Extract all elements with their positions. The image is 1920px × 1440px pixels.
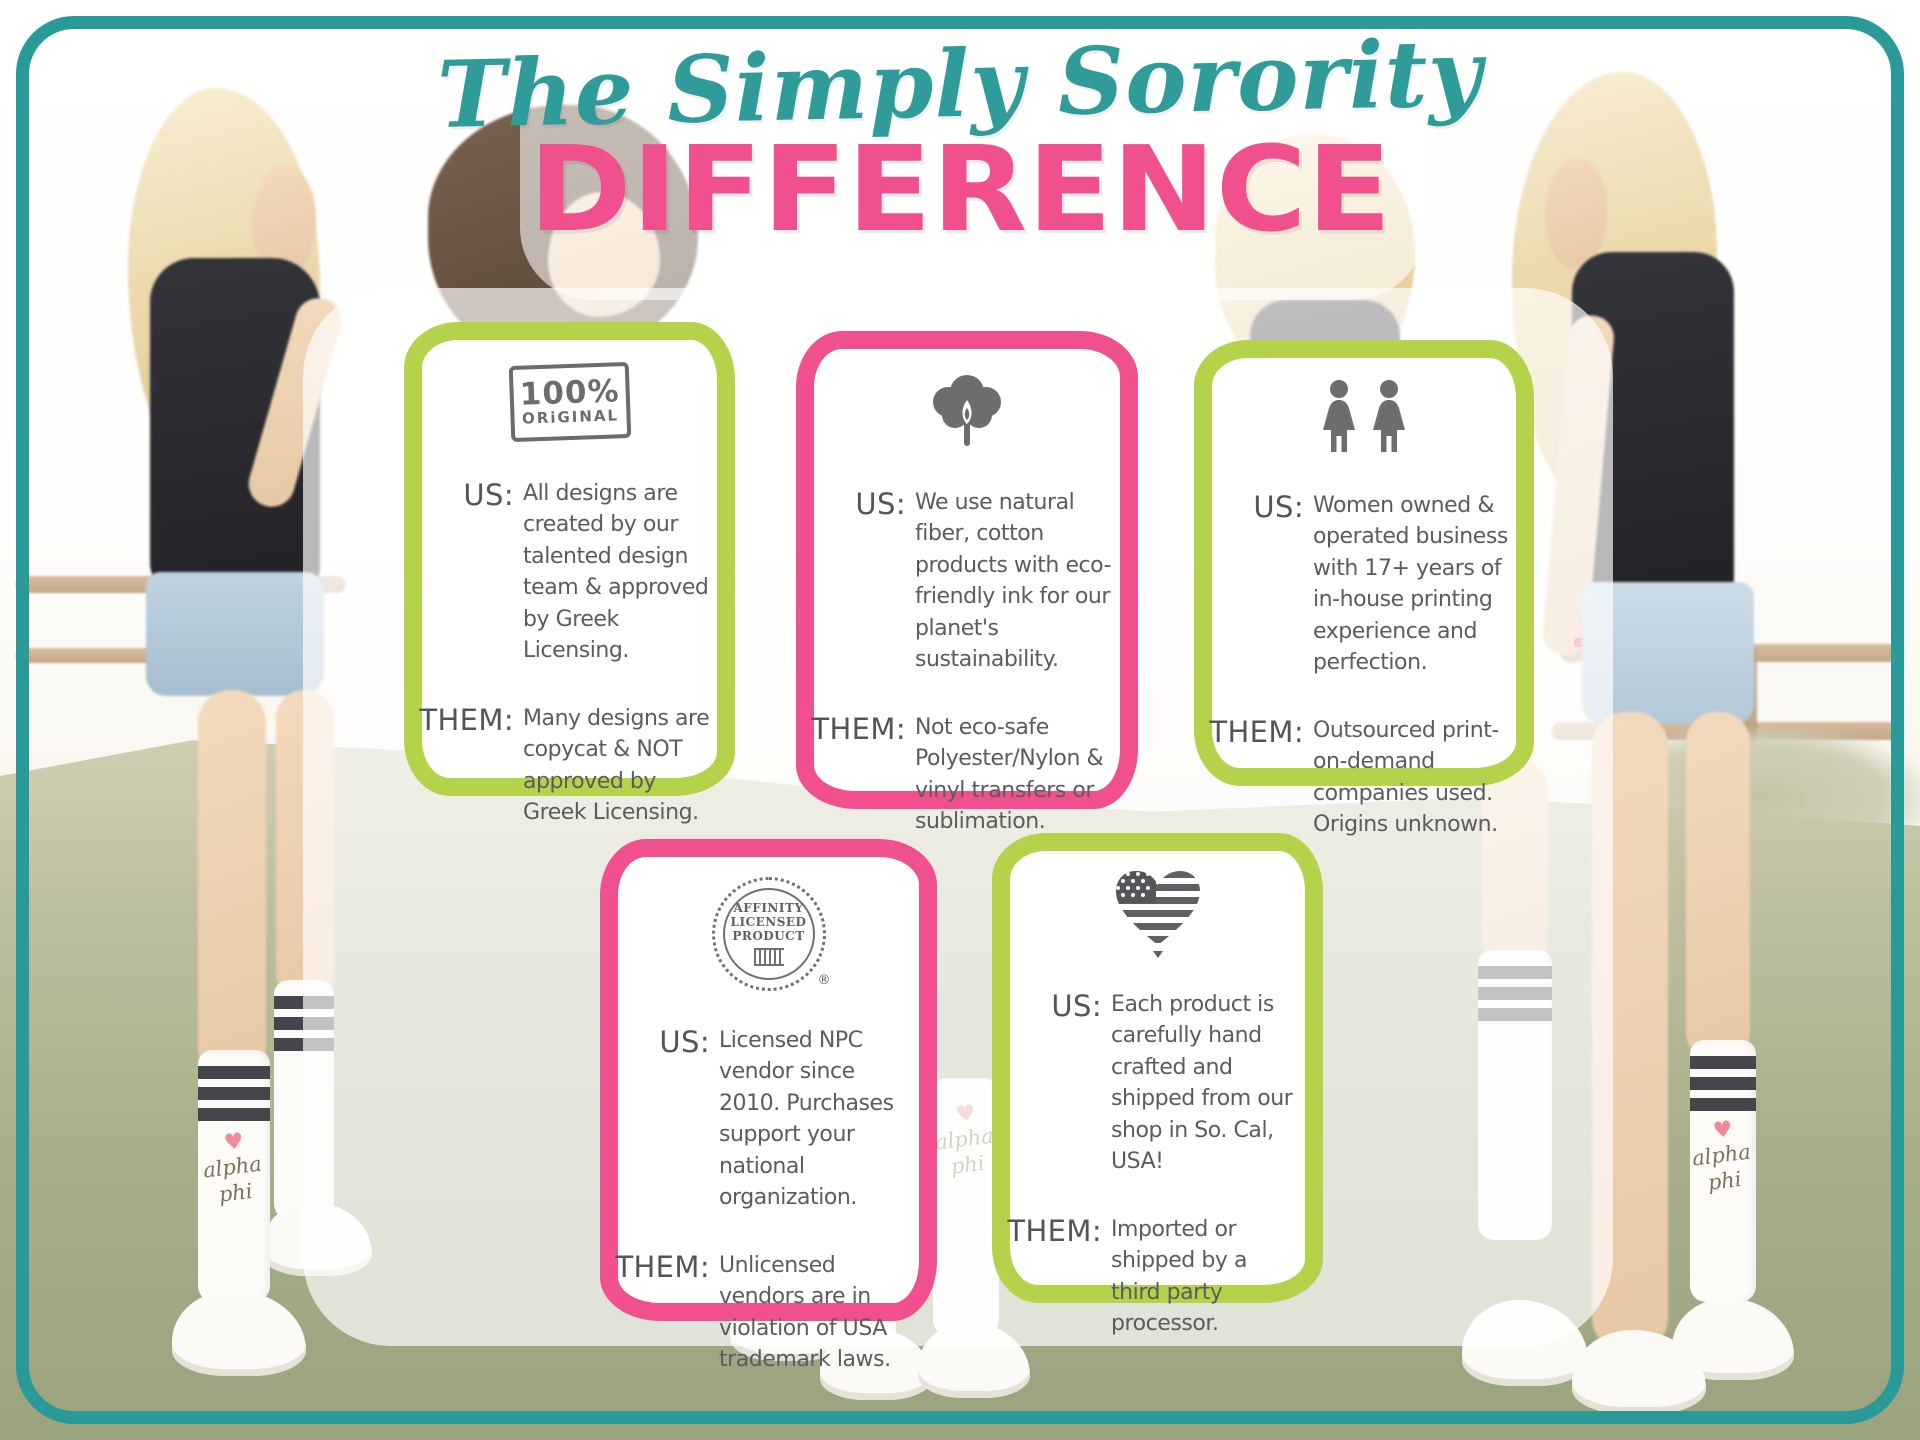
left-girl-shorts — [146, 572, 324, 696]
them-text: Many designs are copycat & NOT approved … — [523, 705, 710, 826]
stamp-100-original-icon: 100% ORiGINAL — [508, 361, 631, 443]
us-row: US: We use natural fiber, cotton product… — [814, 487, 1120, 676]
us-row: US: Each product is carefully hand craft… — [1010, 989, 1305, 1178]
cotton-icon — [933, 375, 1001, 446]
affinity-licensed-seal-icon: AFFINITY LICENSED PRODUCT ® — [711, 877, 831, 991]
card-women-owned: US: Women owned & operated business with… — [1194, 340, 1534, 837]
card-icon-area: AFFINITY LICENSED PRODUCT ® — [618, 873, 919, 995]
card-original-designs: 100% ORiGINAL US: All designs are create… — [404, 322, 735, 825]
left-girl-front-leg — [198, 690, 266, 1080]
us-text: We use natural fiber, cotton products wi… — [915, 490, 1112, 673]
us-label: US: — [1051, 989, 1102, 1023]
us-text: All designs are created by our talented … — [523, 481, 709, 664]
card-natural-fiber: US: We use natural fiber, cotton product… — [796, 331, 1138, 834]
sock-stripes — [198, 1060, 270, 1124]
us-row: US: Women owned & operated business with… — [1212, 490, 1516, 679]
card-icon-area: 100% ORiGINAL — [422, 356, 717, 448]
seal-text-line3: PRODUCT — [732, 928, 805, 943]
us-label: US: — [463, 478, 514, 512]
usa-heart-icon — [1115, 871, 1200, 958]
right-girl-back-leg — [1686, 712, 1750, 1062]
us-text: Licensed NPC vendor since 2010. Purchase… — [719, 1028, 894, 1211]
us-label: US: — [1253, 490, 1304, 524]
seal-inner-ring: AFFINITY LICENSED PRODUCT — [722, 888, 815, 980]
them-text: Not eco-safe Polyester/Nylon & vinyl tra… — [915, 714, 1104, 835]
sock-text: alpha phi — [198, 1150, 270, 1211]
us-label: US: — [659, 1025, 710, 1059]
stamp-top-text: 100% — [518, 373, 620, 413]
us-label: US: — [855, 487, 906, 521]
card-licensed-vendor: AFFINITY LICENSED PRODUCT ® US: Licensed… — [600, 839, 937, 1372]
them-row: THEM: Imported or shipped by a third par… — [1007, 1213, 1305, 1340]
seal-text-line2: LICENSED — [730, 915, 807, 930]
card-icon-area — [814, 365, 1120, 457]
us-text: Each product is carefully hand crafted a… — [1111, 992, 1293, 1175]
them-text: Imported or shipped by a third party pro… — [1111, 1216, 1247, 1337]
them-label: THEM: — [1209, 714, 1304, 749]
registered-mark: ® — [817, 973, 831, 988]
card-icon-area — [1010, 867, 1305, 959]
title-backdrop-panel — [520, 55, 1425, 300]
them-text: Unlicensed vendors are in violation of U… — [719, 1252, 891, 1373]
them-row: THEM: Not eco-safe Polyester/Nylon & vin… — [811, 711, 1120, 838]
sock-stripes — [1690, 1050, 1756, 1114]
right-girl-sock: ♥ alpha phi — [1690, 1040, 1756, 1302]
us-row: US: Licensed NPC vendor since 2010. Purc… — [618, 1025, 919, 1214]
title-difference: DIFFERENCE — [528, 121, 1392, 259]
them-label: THEM: — [1007, 1213, 1102, 1248]
card-icon-area — [1212, 374, 1516, 460]
them-label: THEM: — [811, 711, 906, 746]
sock-text: alpha phi — [1690, 1138, 1756, 1198]
them-label: THEM: — [615, 1249, 710, 1284]
seal-barcode — [753, 947, 784, 966]
us-row: US: All designs are created by our talen… — [422, 478, 717, 667]
stamp-bottom-text: ORiGINAL — [521, 406, 619, 428]
them-text: Outsourced print-on-demand companies use… — [1313, 717, 1499, 838]
us-text: Women owned & operated business with 17+… — [1313, 493, 1508, 676]
right-girl-face — [1545, 158, 1607, 268]
card-usa-handcrafted: US: Each product is carefully hand craft… — [992, 833, 1323, 1336]
them-row: THEM: Unlicensed vendors are in violatio… — [615, 1249, 919, 1376]
two-women-icon — [1323, 380, 1405, 452]
left-girl-front-sock: ♥ alpha phi — [198, 1050, 270, 1302]
them-row: THEM: Many designs are copycat & NOT app… — [419, 702, 717, 829]
them-label: THEM: — [419, 702, 514, 737]
them-row: THEM: Outsourced print-on-demand compani… — [1209, 714, 1516, 841]
seal-text-line1: AFFINITY — [733, 901, 804, 916]
